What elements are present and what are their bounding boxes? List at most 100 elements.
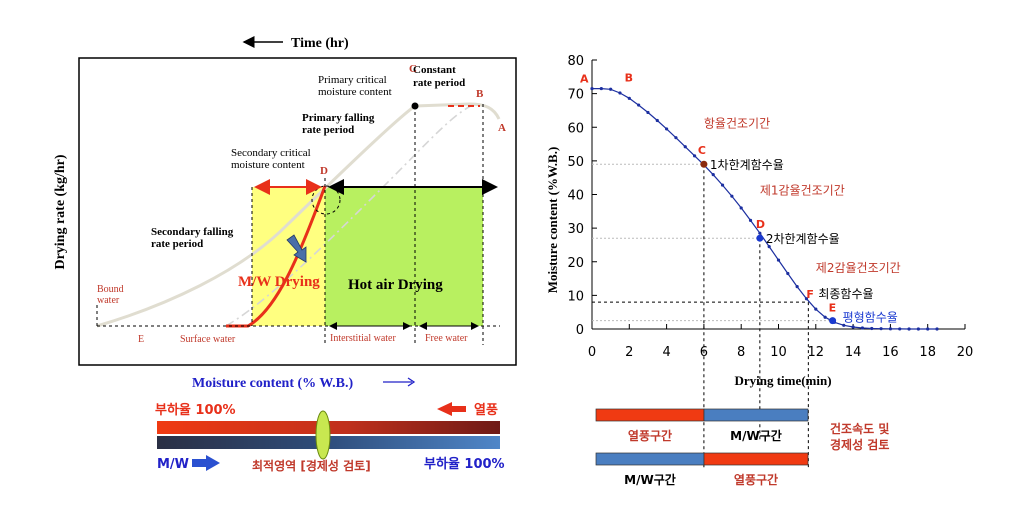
mw-section-label-2: M/W구간 — [624, 472, 676, 487]
data-point — [888, 327, 893, 331]
x-tick-label: 14 — [845, 345, 862, 360]
x-tick-label: 10 — [770, 345, 787, 360]
data-point — [720, 183, 725, 187]
y-tick-label: 70 — [567, 88, 584, 103]
data-point — [730, 194, 734, 198]
point-letter-b: B — [625, 71, 633, 84]
note-line-2: 경제성 검토 — [830, 437, 889, 452]
data-point — [916, 327, 920, 331]
data-point — [870, 326, 874, 331]
mw-section-label: M/W구간 — [730, 428, 782, 443]
primary-critical-label-1: Primary critical — [318, 74, 387, 86]
point-letter-f: F — [806, 288, 814, 301]
x-tick-label: 20 — [957, 345, 974, 360]
data-point — [748, 218, 753, 222]
chart-y-label: Moisture content (%W.B.) — [545, 147, 560, 294]
hot-air-section-bar-2 — [703, 452, 809, 466]
data-point — [851, 325, 855, 329]
y-tick-label: 0 — [576, 323, 584, 338]
pointer-arrow — [286, 234, 307, 263]
interstitial-water-label: Interstitial water — [330, 333, 396, 344]
data-point — [599, 86, 603, 91]
x-tick-label: 4 — [662, 345, 670, 360]
data-point — [804, 297, 809, 301]
mw-drying-label: M/W Drying — [238, 274, 320, 290]
hot-air-section-bar — [595, 408, 705, 422]
left-bars: 부하율 100% 열풍 M/W 최적영역 [경제성 검토] 부하율 100% — [155, 402, 505, 473]
data-point — [739, 206, 743, 210]
optimal-region-marker — [315, 410, 331, 460]
hot-air-region — [325, 187, 483, 326]
constant-rate-label-1: Constant — [413, 64, 456, 76]
hot-air-section-label-2: 열풍구간 — [734, 472, 778, 487]
bound-water-label-1: Bound — [97, 284, 124, 295]
secondary-critical-label-1: Secondary critical — [231, 147, 311, 159]
x-tick-label: 16 — [882, 345, 899, 360]
data-point — [637, 103, 641, 107]
data-point — [674, 136, 678, 140]
point-d-marker — [756, 234, 764, 242]
optimal-region-label: 최적영역 [경제성 검토] — [252, 458, 371, 473]
right-bars: 열풍구간 M/W구간 건조속도 및 경제성 검토 M/W구간 열풍구간 — [595, 408, 889, 487]
y-axis-label: Drying rate (kg/hr) — [53, 154, 68, 269]
letter-d: D — [320, 165, 328, 177]
period-label: 제2감율건조기간 — [816, 261, 901, 275]
data-point — [627, 96, 631, 100]
left-diagram: Time (hr) Dryi — [53, 36, 517, 391]
mw-region — [252, 187, 325, 326]
y-tick-label: 60 — [567, 121, 584, 136]
mw-arrow — [192, 455, 220, 471]
data-point — [823, 315, 827, 319]
drying-rate-curve — [96, 102, 501, 328]
secondary-falling-label-2: rate period — [151, 238, 203, 250]
free-water-label: Free water — [425, 333, 468, 344]
data-point — [776, 258, 781, 262]
note-line-1: 건조속도 및 — [830, 421, 889, 436]
x-tick-label: 2 — [625, 345, 633, 360]
data-point — [860, 326, 865, 330]
data-point — [609, 87, 613, 91]
data-point — [842, 323, 846, 327]
point-label-c: 1차한계함수율 — [710, 158, 784, 172]
data-point — [683, 145, 687, 149]
letter-b: B — [476, 88, 484, 100]
mw-section-bar — [703, 408, 809, 422]
letter-e: E — [138, 334, 144, 345]
hot-air-drying-label: Hot air Drying — [348, 277, 443, 293]
data-point — [795, 285, 799, 289]
data-point — [879, 327, 883, 331]
secondary-falling-label-1: Secondary falling — [151, 226, 234, 238]
data-point — [590, 86, 594, 91]
period-label: 항율건조기간 — [704, 116, 770, 130]
letter-c: C — [409, 63, 417, 75]
data-point — [665, 127, 669, 131]
y-tick-label: 80 — [567, 54, 584, 69]
point-label-e: 평형함수율 — [843, 311, 898, 325]
hot-air-label: 열풍 — [474, 402, 498, 418]
time-label: Time (hr) — [291, 36, 349, 51]
point-label-d: 2차한계함수율 — [766, 232, 840, 246]
surface-water-label: Surface water — [180, 334, 236, 345]
x-axis-label: Moisture content (% W.B.) — [192, 376, 353, 391]
hot-air-arrow — [437, 402, 466, 416]
data-point — [767, 245, 771, 249]
mw-drying-curve — [226, 185, 327, 328]
y-tick-label: 10 — [567, 289, 584, 304]
data-point — [926, 327, 930, 331]
data-point — [786, 271, 790, 276]
data-point — [655, 118, 659, 123]
point-d-circle — [311, 185, 341, 215]
point-c-dot — [411, 102, 419, 110]
period-label: 제1감율건조기간 — [760, 184, 845, 198]
x-tick-label: 0 — [588, 345, 596, 360]
point-letter-d: D — [756, 218, 765, 231]
data-point — [907, 327, 911, 331]
y-tick-label: 30 — [567, 222, 584, 237]
point-letter-e: E — [829, 302, 837, 315]
primary-falling-label-2: rate period — [302, 124, 354, 136]
letter-a: A — [498, 122, 506, 134]
load-100-right-label: 부하율 100% — [424, 456, 505, 472]
hot-air-section-label: 열풍구간 — [628, 428, 672, 443]
data-point — [814, 307, 818, 311]
